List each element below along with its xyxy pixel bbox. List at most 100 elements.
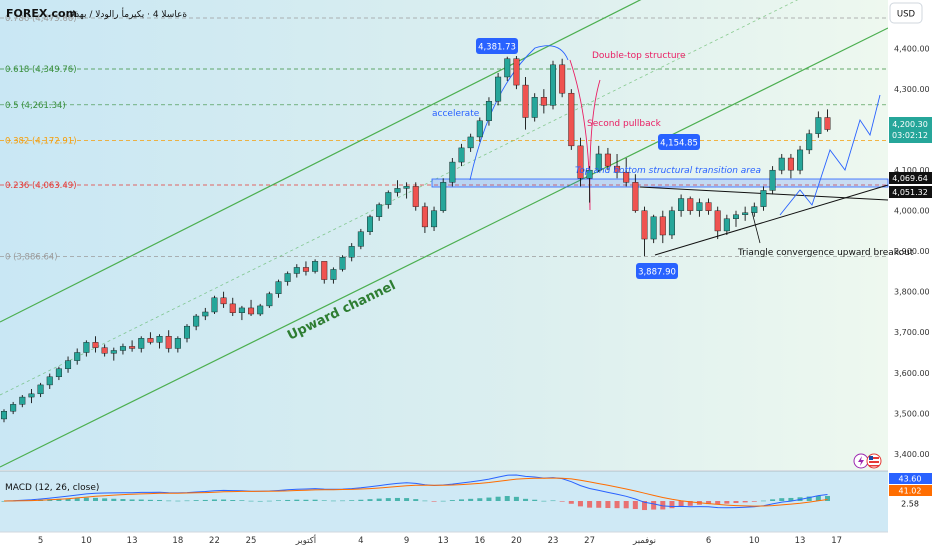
- macd-histogram-bar: [349, 500, 355, 501]
- macd-histogram-bar: [523, 498, 529, 501]
- macd-histogram-bar: [770, 499, 776, 501]
- candles: [1, 56, 831, 423]
- macd-value-badges: 43.60 41.02 2.58: [889, 473, 932, 509]
- candle-up: [449, 161, 456, 183]
- time-tick-label: أكتوبر: [295, 534, 316, 546]
- price-tick-label: 4,400.00: [894, 45, 930, 54]
- macd-histogram-bar: [724, 501, 730, 504]
- candle-up: [668, 210, 675, 236]
- candle-up: [110, 350, 117, 354]
- macd-histogram-bar: [541, 500, 547, 502]
- candle-up: [760, 190, 767, 207]
- macd-histogram-bar: [577, 501, 583, 507]
- svg-text:03:02:12: 03:02:12: [892, 131, 928, 140]
- candle-down: [714, 210, 721, 232]
- fib-label: 0.236 (4,063.49): [5, 181, 77, 191]
- candle-up: [19, 396, 26, 405]
- candle-up: [330, 269, 337, 280]
- macd-histogram-bar: [760, 500, 766, 502]
- macd-histogram-bar: [477, 498, 483, 501]
- candle-up: [394, 188, 401, 193]
- macd-histogram-bar: [276, 500, 281, 501]
- macd-histogram-bar: [431, 501, 437, 502]
- candle-up: [769, 169, 776, 191]
- macd-histogram-bar: [56, 498, 62, 501]
- macd-histogram-bar: [312, 499, 318, 501]
- price-tick-label: 3,800.00: [894, 288, 930, 297]
- candle-up: [650, 216, 657, 240]
- macd-histogram-bar: [587, 501, 593, 508]
- candle-up: [476, 120, 483, 138]
- candle-up: [458, 147, 465, 163]
- macd-histogram-bar: [74, 498, 80, 501]
- macd-histogram-bar: [687, 501, 693, 506]
- macd-histogram-bar: [239, 500, 245, 501]
- plot-background: [0, 0, 888, 470]
- macd-histogram-bar: [825, 495, 830, 501]
- candle-up: [357, 231, 364, 247]
- macd-histogram-bar: [285, 499, 291, 501]
- macd-histogram-bar: [303, 499, 309, 501]
- macd-histogram-bar: [266, 500, 272, 502]
- time-tick-label: 13: [795, 536, 806, 546]
- macd-panel: [1, 474, 830, 511]
- macd-histogram-bar: [513, 496, 519, 501]
- accelerate-curve: [469, 45, 569, 181]
- macd-histogram-bar: [413, 499, 419, 501]
- macd-histogram-bar: [669, 501, 675, 509]
- macd-histogram-bar: [385, 498, 391, 501]
- currency-button[interactable]: USD: [889, 2, 923, 24]
- macd-histogram-bar: [596, 501, 602, 508]
- candle-down: [568, 92, 575, 147]
- candle-up: [183, 325, 190, 339]
- svg-text:2.58: 2.58: [901, 500, 919, 509]
- low-price-pill: 3,887.90: [636, 263, 678, 279]
- candle-down: [577, 145, 584, 179]
- high-price-pill: 4,381.73: [476, 38, 518, 54]
- macd-histogram-bar: [440, 500, 446, 502]
- lightning-icon[interactable]: [853, 453, 869, 469]
- candle-down: [659, 216, 666, 236]
- candle-up: [257, 305, 264, 315]
- macd-label: MACD (12, 26, close): [5, 483, 99, 493]
- double-top-label: Double-top structure: [592, 51, 686, 61]
- candle-up: [385, 192, 392, 205]
- macd-line: [3, 474, 828, 509]
- macd-histogram-bar: [642, 501, 647, 511]
- candle-up: [238, 307, 245, 313]
- macd-histogram-bar: [330, 500, 336, 502]
- candle-up: [696, 202, 703, 211]
- fib-label: 0.5 (4,261.34): [5, 101, 66, 111]
- candle-up: [28, 393, 35, 398]
- time-tick-label: 10: [749, 536, 760, 546]
- macd-histogram-bar: [129, 499, 135, 501]
- macd-histogram-bar: [459, 499, 464, 501]
- time-tick-label: 27: [584, 536, 595, 546]
- candle-up: [156, 336, 163, 343]
- candle-down: [513, 58, 520, 86]
- candle-up: [723, 218, 730, 232]
- time-tick-label: 20: [511, 536, 522, 546]
- candle-down: [787, 157, 794, 171]
- candle-down: [229, 303, 236, 313]
- time-tick-label: 13: [438, 536, 449, 546]
- symbol-title: ةعاسلا 4 · يكيرمأ رالودلا / بهذلا: [70, 7, 187, 20]
- time-tick-label: 9: [404, 536, 409, 546]
- time-tick-label: 23: [548, 536, 559, 546]
- candle-down: [705, 202, 712, 211]
- price-tick-label: 3,400.00: [894, 450, 930, 459]
- time-tick-label: 16: [474, 536, 485, 546]
- candle-down: [559, 64, 566, 94]
- macd-histogram-bar: [193, 500, 199, 501]
- time-tick-label: 6: [706, 536, 711, 546]
- candle-up: [266, 293, 273, 307]
- time-tick-label: 5: [38, 536, 43, 546]
- time-tick-label: 22: [209, 536, 220, 546]
- macd-histogram-bar: [248, 500, 254, 502]
- candle-down: [824, 117, 831, 130]
- svg-text:3,887.90: 3,887.90: [638, 268, 676, 278]
- price-tick-label: 4,000.00: [894, 207, 930, 216]
- us-flag-icon[interactable]: [866, 453, 882, 469]
- double-top-curve: [569, 59, 601, 211]
